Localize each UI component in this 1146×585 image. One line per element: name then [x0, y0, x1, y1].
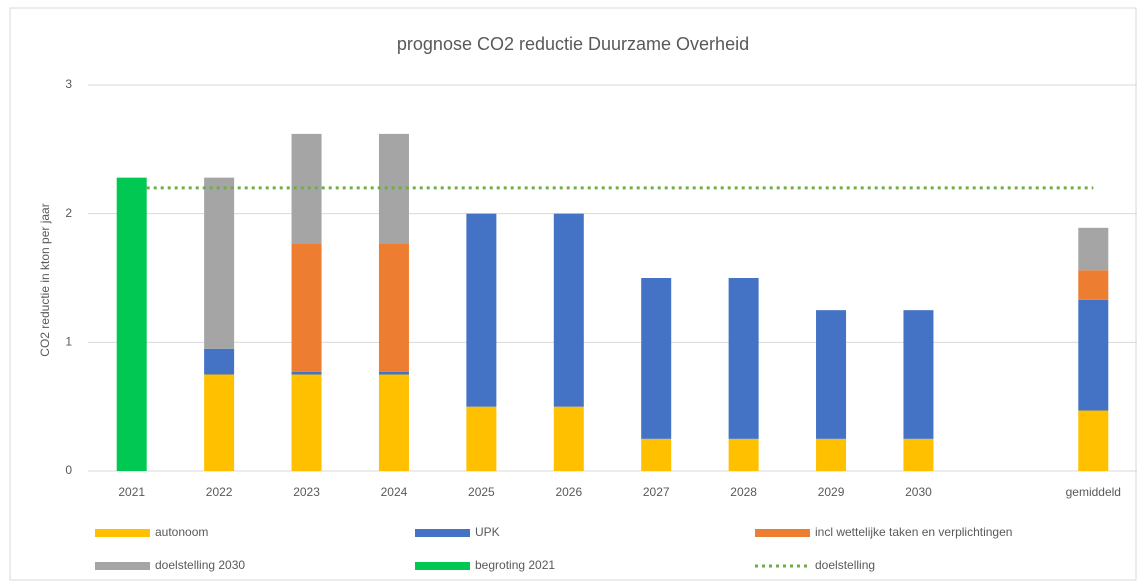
y-tick-label: 3: [65, 77, 72, 91]
bar-segment: [116, 177, 147, 471]
legend-label: doelstelling: [815, 558, 875, 572]
legend-label: incl wettelijke taken en verplichtingen: [815, 525, 1012, 539]
x-tick-label: 2030: [905, 485, 932, 499]
bar-segment: [291, 371, 322, 375]
bar-segment: [816, 310, 847, 439]
x-tick-label: 2026: [555, 485, 582, 499]
bar-segment: [378, 374, 409, 471]
y-axis-label: CO2 reductie in kton per jaar: [38, 203, 52, 356]
bar-segment: [204, 348, 235, 375]
x-tick-label: 2025: [468, 485, 495, 499]
bar-segment: [204, 374, 235, 471]
bar-segment: [553, 213, 584, 407]
y-tick-label: 2: [65, 206, 72, 220]
bar-segment: [728, 438, 759, 471]
legend-swatch: [95, 562, 150, 570]
x-tick-label: 2022: [206, 485, 233, 499]
bar-segment: [204, 177, 235, 349]
bar-segment: [466, 406, 497, 471]
x-tick-label: 2028: [730, 485, 757, 499]
bar-segment: [466, 213, 497, 407]
x-tick-label: gemiddeld: [1066, 485, 1121, 499]
bar-segment: [291, 243, 322, 372]
bar-segment: [378, 243, 409, 372]
x-tick-label: 2023: [293, 485, 320, 499]
legend-swatch: [415, 562, 470, 570]
legend-swatch: [95, 529, 150, 537]
x-tick-label: 2029: [818, 485, 845, 499]
chart-title: prognose CO2 reductie Duurzame Overheid: [397, 34, 749, 54]
bar-segment: [728, 278, 759, 439]
bar-segment: [903, 310, 934, 439]
legend-label: UPK: [475, 525, 500, 539]
bar-segment: [641, 438, 672, 471]
bar-segment: [291, 374, 322, 471]
bar-segment: [378, 371, 409, 375]
bar-segment: [1078, 410, 1109, 471]
legend-swatch: [755, 529, 810, 537]
y-tick-label: 0: [65, 463, 72, 477]
legend-swatch: [415, 529, 470, 537]
bar-segment: [816, 438, 847, 471]
y-tick-label: 1: [65, 335, 72, 349]
bar-segment: [553, 406, 584, 471]
x-tick-label: 2027: [643, 485, 670, 499]
legend-label: begroting 2021: [475, 558, 555, 572]
bar-segment: [1078, 227, 1109, 271]
x-tick-label: 2024: [381, 485, 408, 499]
bar-segment: [1078, 299, 1109, 411]
legend-label: doelstelling 2030: [155, 558, 245, 572]
bar-segment: [1078, 270, 1109, 300]
x-tick-label: 2021: [118, 485, 145, 499]
legend-label: autonoom: [155, 525, 208, 539]
bar-segment: [641, 278, 672, 439]
bar-segment: [903, 438, 934, 471]
